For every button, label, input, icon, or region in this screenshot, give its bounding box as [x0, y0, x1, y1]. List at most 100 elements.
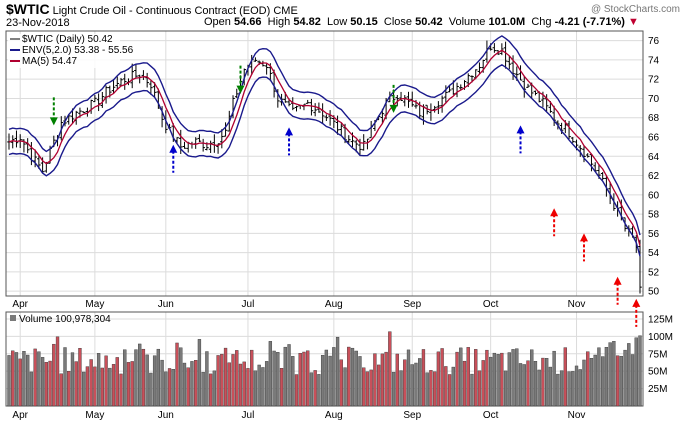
- volume-bar: [96, 353, 101, 407]
- price-bar: [294, 105, 299, 112]
- volume-bar: [309, 372, 314, 407]
- volume-bar: [171, 369, 175, 407]
- envelope-lower-line: [8, 63, 641, 257]
- volume-bar: [354, 350, 358, 407]
- price-tick-label: 66: [648, 133, 660, 144]
- volume-bar: [556, 373, 560, 407]
- price-bar: [93, 94, 97, 103]
- volume-bar: [108, 367, 112, 407]
- volume-bar: [18, 358, 22, 407]
- arrow-head: [169, 144, 178, 153]
- volume-bar: [615, 355, 620, 407]
- volume-bar: [40, 357, 45, 407]
- volume-bar: [601, 356, 605, 407]
- volume-bar: [432, 371, 437, 407]
- down-triangle-icon: ▼: [627, 16, 639, 28]
- volume-bar: [522, 364, 526, 407]
- close-label: Close: [383, 16, 413, 28]
- volume-bar: [477, 370, 482, 407]
- volume-bar: [242, 361, 246, 407]
- volume-bar: [44, 362, 48, 407]
- volume-bar: [406, 349, 411, 407]
- price-bar: [582, 145, 586, 163]
- volume-bar: [208, 373, 213, 407]
- date-label: 23-Nov-2018: [6, 17, 70, 29]
- date-tick-label: May: [85, 299, 104, 310]
- exchange: CME: [273, 5, 298, 17]
- price-bar: [253, 57, 258, 62]
- volume-bar: [395, 353, 399, 407]
- chart-header: $WTIC Light Crude Oil - Continuous Contr…: [6, 1, 298, 17]
- price-bar: [526, 83, 530, 88]
- price-bar: [492, 43, 497, 53]
- date-tick-label: Jun: [158, 410, 174, 421]
- price-bar: [578, 145, 583, 157]
- volume-bar: [537, 369, 541, 407]
- volume-bar: [470, 373, 474, 407]
- red-arrow-up-icon: [550, 208, 559, 237]
- volume-bar: [578, 369, 582, 407]
- price-bar: [402, 95, 407, 107]
- price-bar: [324, 114, 329, 122]
- volume-tick-label: 25M: [648, 384, 667, 395]
- volume-tick-label: 125M: [648, 314, 673, 325]
- volume-bar: [548, 366, 553, 407]
- volume-bar: [515, 348, 519, 407]
- volume-bar: [152, 355, 157, 407]
- price-bar: [500, 43, 504, 56]
- date-tick-label: May: [85, 410, 104, 421]
- volume-bar: [586, 351, 590, 407]
- open-value: 54.66: [233, 16, 262, 28]
- low-label: Low: [326, 16, 348, 28]
- volume-bar: [369, 369, 373, 407]
- price-bar: [436, 101, 441, 114]
- volume-bar: [429, 370, 433, 407]
- price-bar: [429, 103, 433, 121]
- volume-bar: [63, 347, 67, 407]
- price-bar: [395, 94, 400, 107]
- date-tick-label: Jul: [242, 410, 255, 421]
- volume-bar: [231, 354, 235, 407]
- price-bar: [130, 63, 135, 89]
- volume-bar: [388, 331, 392, 407]
- volume-bar: [186, 367, 190, 407]
- volume-bar: [530, 349, 534, 407]
- price-bar: [346, 135, 351, 144]
- price-bar: [134, 64, 138, 79]
- price-bar: [223, 122, 228, 137]
- volume-bar: [455, 351, 459, 407]
- volume-bar: [257, 364, 261, 407]
- price-bar: [638, 239, 642, 294]
- volume-bar: [518, 363, 523, 407]
- price-tick-label: 54: [648, 248, 660, 259]
- instrument-name: Light Crude Oil - Continuous Contract (E…: [52, 5, 271, 17]
- watermark: @ StockCharts.com: [590, 4, 680, 15]
- volume-bar: [227, 362, 231, 407]
- price-tick-label: 56: [648, 229, 660, 240]
- volume-bar: [462, 360, 467, 407]
- price-bar: [522, 76, 527, 98]
- volume-bar: [589, 358, 594, 407]
- volume-bar: [571, 371, 575, 407]
- price-bar: [141, 70, 146, 80]
- date-tick-label: Oct: [483, 410, 499, 421]
- red-arrow-up-icon: [579, 233, 588, 262]
- high-value: 54.82: [293, 16, 321, 28]
- grid: [6, 31, 643, 406]
- red-arrow-up-icon: [632, 298, 641, 327]
- volume-bar: [627, 343, 631, 407]
- volume-bar: [347, 346, 351, 407]
- price-bar: [507, 55, 512, 70]
- volume-bar: [119, 373, 123, 407]
- price-bar: [119, 77, 123, 87]
- date-axis-bottom: Apr May Jun Jul Aug Sep Oct Nov: [12, 410, 585, 421]
- price-bar: [182, 141, 187, 149]
- volume-bar: [264, 361, 269, 407]
- volume-axis: 25M 50M 75M 100M 125M: [648, 314, 673, 395]
- price-axis: 50 52 54 56 58 60 62 64 66 68 70 72 74 76: [648, 36, 660, 298]
- volume-bar: [608, 342, 612, 407]
- price-bar: [208, 140, 213, 153]
- volume-bar: [541, 357, 545, 407]
- volume-bar: [384, 351, 388, 407]
- symbol: $WTIC: [6, 1, 50, 17]
